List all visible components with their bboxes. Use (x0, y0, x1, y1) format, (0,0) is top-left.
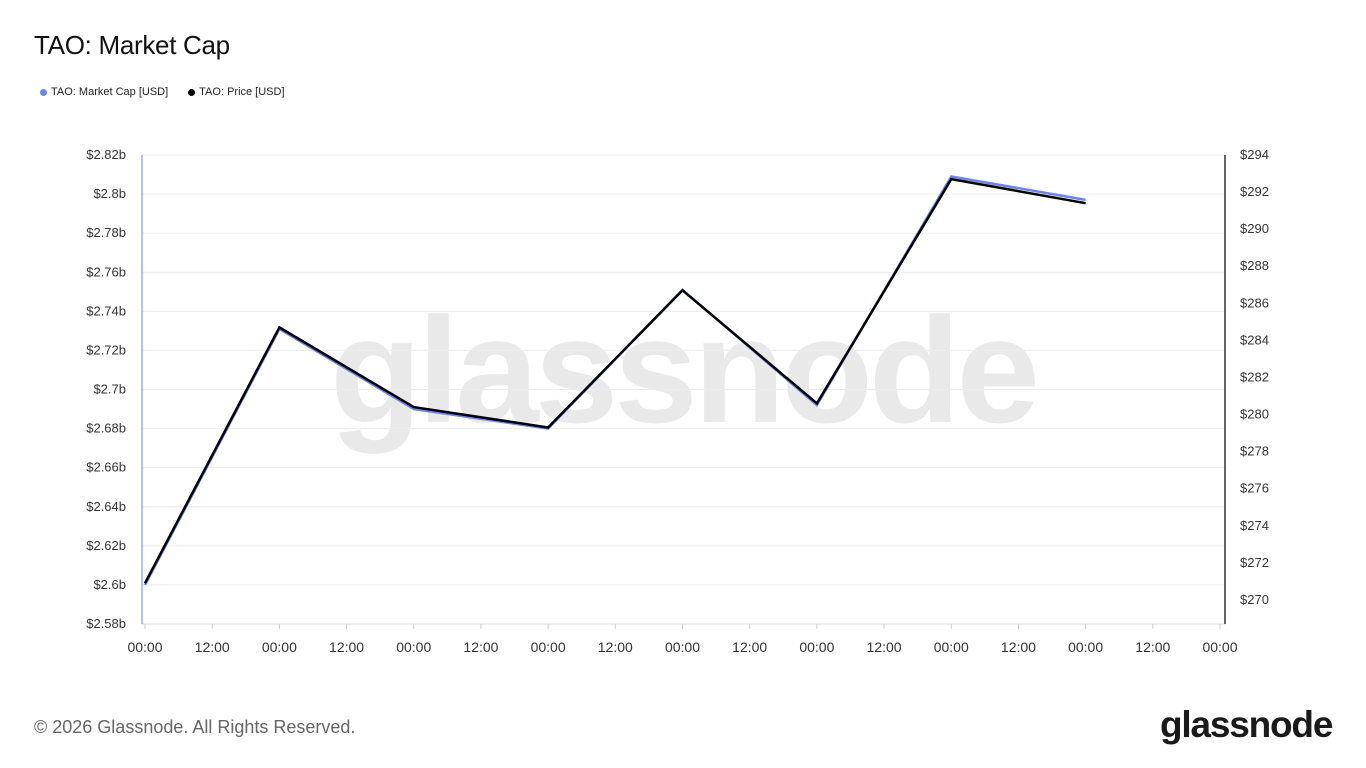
x-tick-label: 00:00 (1068, 639, 1103, 655)
legend-item-price[interactable]: TAO: Price [USD] (188, 86, 285, 98)
x-tick-label: 00:00 (934, 639, 969, 655)
x-tick-label: 00:00 (665, 639, 700, 655)
x-tick-label: 12:00 (195, 639, 230, 655)
y-left-tick-label: $2.78b (86, 225, 126, 240)
y-right-tick-label: $290 (1240, 221, 1269, 236)
y-right-tick-label: $284 (1240, 332, 1269, 347)
x-tick-label: 12:00 (867, 639, 902, 655)
y-right-tick-label: $278 (1240, 444, 1269, 459)
y-right-tick-label: $280 (1240, 407, 1269, 422)
y-right-tick-label: $274 (1240, 518, 1269, 533)
legend-marker-market-cap (40, 88, 47, 96)
watermark: glassnode (330, 286, 1036, 454)
y-left-tick-label: $2.74b (86, 303, 126, 318)
y-left-tick-label: $2.68b (86, 421, 126, 436)
legend-label-market-cap: TAO: Market Cap [USD] (51, 86, 169, 98)
series-line-price (143, 177, 1086, 584)
chart-title: TAO: Market Cap (34, 30, 230, 60)
legend-item-market-cap[interactable]: TAO: Market Cap [USD] (40, 86, 168, 98)
legend: TAO: Market Cap [USD] TAO: Price [USD] (40, 86, 285, 98)
y-right-tick-label: $288 (1240, 258, 1269, 273)
y-right-tick-label: $272 (1240, 555, 1269, 570)
x-tick-label: 00:00 (799, 639, 834, 655)
y-right-tick-label: $294 (1240, 147, 1269, 162)
legend-label-price: TAO: Price [USD] (199, 86, 285, 98)
y-left-tick-label: $2.66b (86, 460, 126, 475)
y-right-tick-label: $270 (1240, 592, 1269, 607)
y-right-tick-label: $286 (1240, 295, 1269, 310)
y-right-tick-label: $282 (1240, 369, 1269, 384)
y-left-tick-label: $2.72b (86, 342, 126, 357)
y-left-tick-label: $2.8b (93, 186, 126, 201)
x-tick-label: 00:00 (262, 639, 297, 655)
x-tick-label: 00:00 (1202, 639, 1237, 655)
x-tick-label: 12:00 (1135, 639, 1170, 655)
x-tick-label: 00:00 (531, 639, 566, 655)
y-left-tick-label: $2.82b (86, 147, 126, 162)
x-tick-label: 00:00 (127, 639, 162, 655)
y-left-tick-label: $2.62b (86, 538, 126, 553)
y-right-tick-label: $292 (1240, 184, 1269, 199)
x-tick-label: 12:00 (463, 639, 498, 655)
y-left-tick-label: $2.58b (86, 616, 126, 631)
x-tick-label: 12:00 (329, 639, 364, 655)
legend-marker-price (188, 88, 196, 96)
y-right-tick-label: $276 (1240, 481, 1269, 496)
x-tick-label: 00:00 (396, 639, 431, 655)
y-left-tick-label: $2.64b (86, 499, 126, 514)
chart-area[interactable]: glassnode $2.58b $2.6b $2.62b $2.64b $2.66b $2… (0, 0, 1366, 700)
x-tick-label: 12:00 (598, 639, 633, 655)
copyright-text: © 2026 Glassnode. All Rights Reserved. (34, 717, 356, 737)
x-tick-label: 12:00 (732, 639, 767, 655)
x-tick-label: 12:00 (1001, 639, 1036, 655)
y-left-tick-label: $2.76b (86, 264, 126, 279)
y-left-tick-label: $2.6b (93, 577, 126, 592)
y-left-tick-label: $2.7b (93, 382, 126, 397)
glassnode-logo: glassnode (1160, 704, 1333, 745)
